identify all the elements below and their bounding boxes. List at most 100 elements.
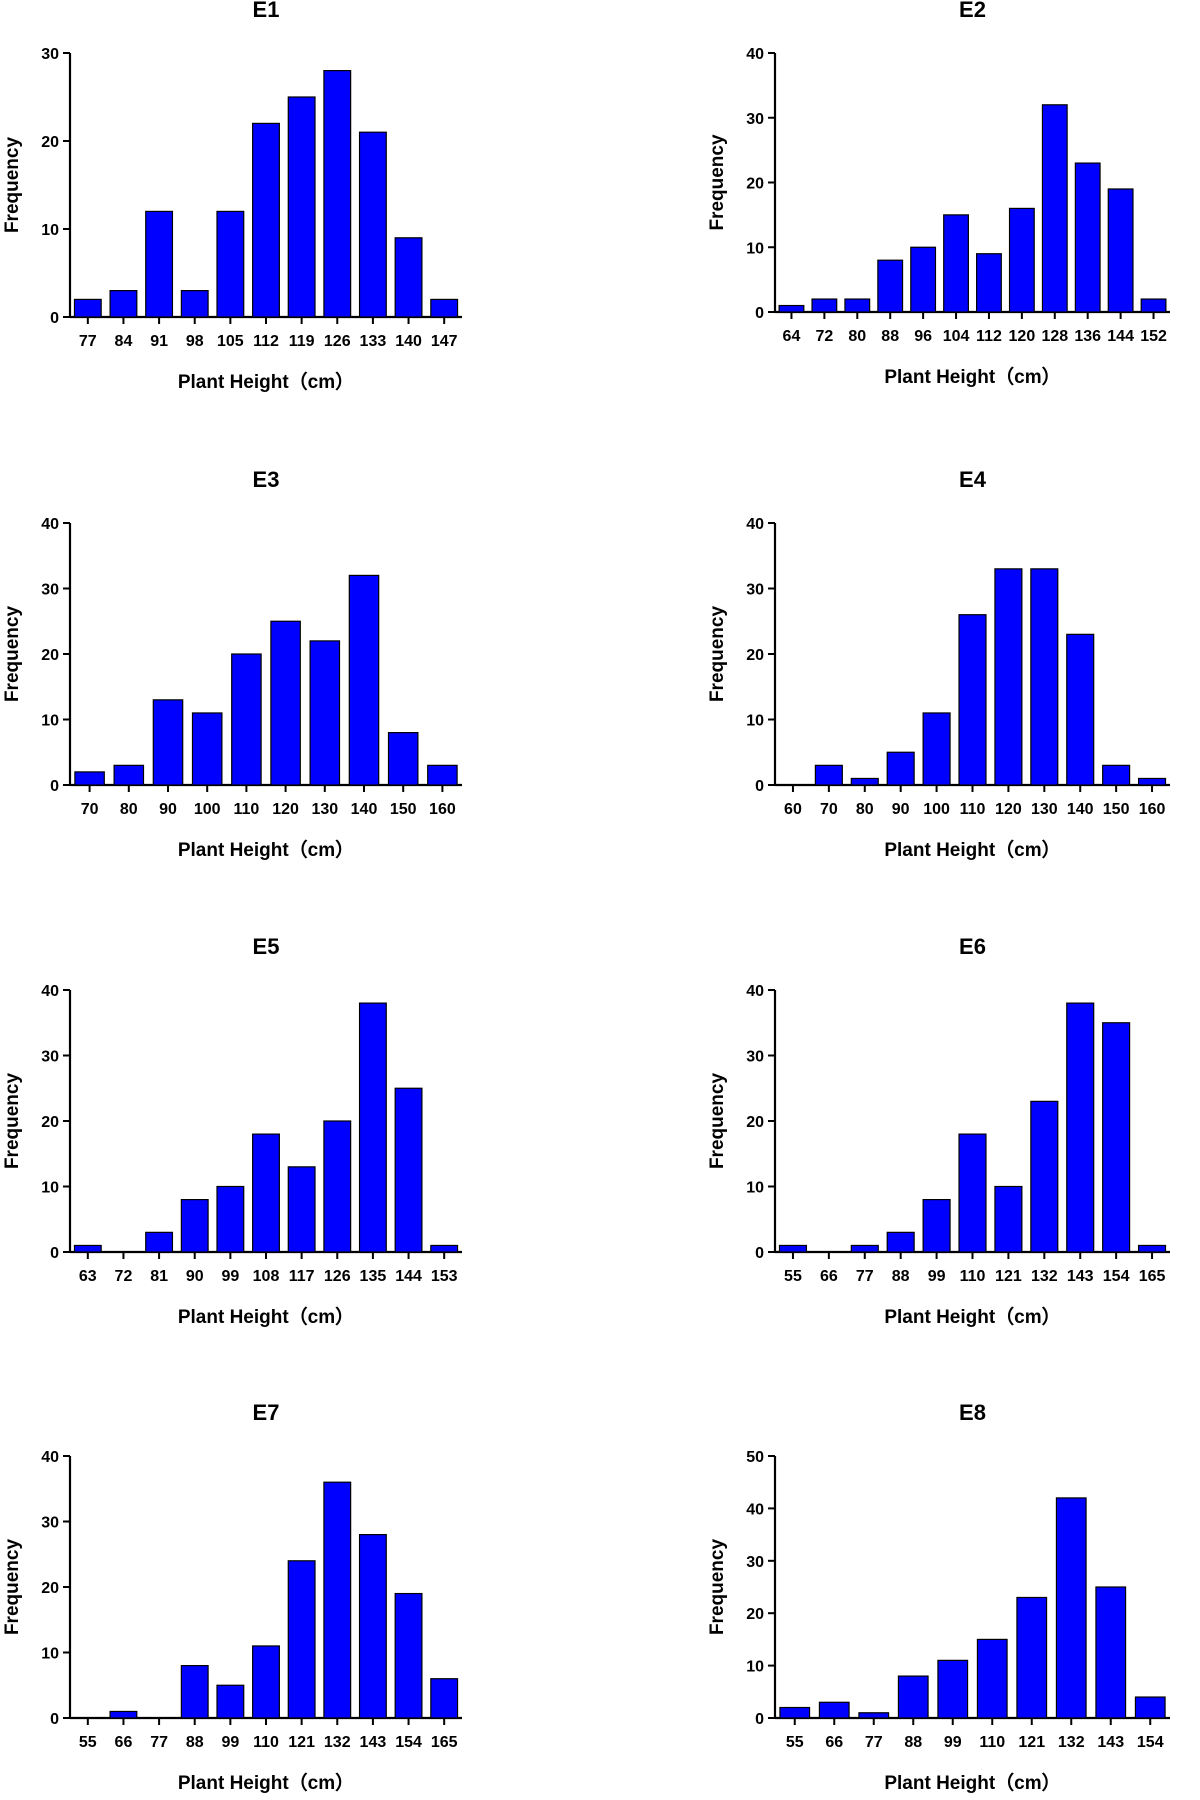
chart-title: E2 xyxy=(959,0,986,22)
bar-99 xyxy=(922,1198,951,1253)
bar-105 xyxy=(216,210,245,318)
y-axis-label: Frequency xyxy=(2,606,23,703)
x-tick-label: 165 xyxy=(1139,1268,1166,1285)
chart-panel-e8: E8 0 10 20 30 40 50 55 66 77 88 99 110 121 132 143 154 Pl… xyxy=(707,1400,1170,1794)
bar-150 xyxy=(1102,764,1131,786)
bar-120 xyxy=(270,620,301,786)
bar-121 xyxy=(994,1185,1023,1253)
x-tick-label: 143 xyxy=(1067,1268,1094,1285)
x-tick-label: 140 xyxy=(395,333,422,350)
x-tick-label: 81 xyxy=(150,1268,168,1285)
bar-99 xyxy=(216,1185,245,1253)
x-tick-label: 66 xyxy=(825,1734,843,1751)
bar-90 xyxy=(886,751,915,786)
x-tick-label: 55 xyxy=(784,1268,802,1285)
bar-64 xyxy=(778,304,805,313)
y-axis-label: Frequency xyxy=(2,137,23,234)
y-axis-label: Frequency xyxy=(2,1539,23,1636)
y-tick-label: 40 xyxy=(746,1501,764,1518)
bar-90 xyxy=(180,1198,209,1253)
y-axis-label: Frequency xyxy=(707,134,728,231)
x-tick-label: 84 xyxy=(115,333,133,350)
bar-126 xyxy=(323,69,352,318)
x-tick-label: 126 xyxy=(324,333,351,350)
x-tick-label: 100 xyxy=(923,801,950,818)
bar-143 xyxy=(1066,1002,1095,1253)
y-tick-label: 20 xyxy=(746,647,764,664)
bar-120 xyxy=(994,568,1023,786)
x-axis-label: Plant Height（cm） xyxy=(884,1305,1060,1328)
x-tick-label: 132 xyxy=(324,1734,351,1751)
y-axis-label: Frequency xyxy=(707,606,728,703)
bar-70 xyxy=(814,764,843,786)
y-tick-label: 10 xyxy=(746,713,764,730)
x-tick-label: 110 xyxy=(233,801,259,818)
chart-panel-e7: E7 0 10 20 30 40 55 66 77 88 99 110 121 132 143 154 165 P… xyxy=(2,1400,462,1794)
bar-88 xyxy=(877,259,904,313)
x-tick-label: 165 xyxy=(431,1734,458,1751)
bar-117 xyxy=(287,1166,316,1253)
x-axis-label: Plant Height（cm） xyxy=(884,1771,1060,1794)
x-tick-label: 135 xyxy=(360,1268,387,1285)
y-tick-label: 20 xyxy=(746,1606,764,1623)
bar-154 xyxy=(1102,1022,1131,1253)
bar-66 xyxy=(109,1710,138,1719)
x-tick-label: 112 xyxy=(253,333,279,350)
x-axis-label: Plant Height（cm） xyxy=(178,1771,354,1794)
y-tick-label: 30 xyxy=(41,46,59,63)
x-tick-label: 143 xyxy=(360,1734,387,1751)
x-tick-label: 55 xyxy=(786,1734,804,1751)
x-tick-label: 128 xyxy=(1041,328,1068,345)
chart-title: E3 xyxy=(253,467,280,492)
bar-147 xyxy=(430,298,459,318)
x-tick-label: 72 xyxy=(115,1268,133,1285)
x-tick-label: 110 xyxy=(253,1734,279,1751)
y-tick-label: 30 xyxy=(41,582,59,599)
x-tick-label: 98 xyxy=(186,333,204,350)
chart-title: E6 xyxy=(959,934,986,959)
bar-104 xyxy=(943,214,969,313)
x-tick-label: 147 xyxy=(431,333,458,350)
bar-110 xyxy=(252,1645,280,1719)
bar-70 xyxy=(74,771,105,786)
x-tick-label: 77 xyxy=(150,1734,168,1751)
bar-98 xyxy=(180,290,209,318)
y-tick-label: 30 xyxy=(41,1515,59,1532)
y-tick-label: 0 xyxy=(50,1245,59,1262)
x-axis-label: Plant Height（cm） xyxy=(884,838,1060,861)
chart-title: E4 xyxy=(959,467,987,492)
bar-100 xyxy=(922,712,951,786)
x-tick-label: 160 xyxy=(1139,801,1166,818)
x-tick-label: 110 xyxy=(960,801,986,818)
x-tick-label: 70 xyxy=(820,801,838,818)
y-tick-label: 20 xyxy=(746,1114,764,1131)
x-tick-label: 132 xyxy=(1031,1268,1058,1285)
y-tick-label: 10 xyxy=(746,1659,764,1676)
y-tick-label: 50 xyxy=(746,1449,764,1466)
y-tick-label: 30 xyxy=(746,582,764,599)
x-tick-label: 104 xyxy=(943,328,970,345)
x-tick-label: 80 xyxy=(120,801,138,818)
bar-88 xyxy=(886,1231,915,1253)
x-tick-label: 66 xyxy=(115,1734,133,1751)
x-tick-label: 90 xyxy=(186,1268,204,1285)
bar-88 xyxy=(897,1675,929,1719)
bar-130 xyxy=(309,640,341,786)
bar-140 xyxy=(1066,633,1095,786)
bar-153 xyxy=(430,1244,459,1253)
y-axis-label: Frequency xyxy=(707,1539,728,1636)
x-tick-label: 144 xyxy=(395,1268,422,1285)
y-tick-label: 30 xyxy=(41,1049,59,1066)
x-tick-label: 150 xyxy=(1103,801,1130,818)
bar-165 xyxy=(1137,1244,1167,1253)
bar-144 xyxy=(1107,188,1134,313)
bar-132 xyxy=(1055,1497,1087,1719)
x-tick-label: 110 xyxy=(979,1734,1005,1751)
y-tick-label: 30 xyxy=(746,111,764,128)
bar-119 xyxy=(287,96,316,318)
x-tick-label: 80 xyxy=(848,328,866,345)
x-tick-label: 152 xyxy=(1140,328,1167,345)
y-tick-label: 10 xyxy=(746,240,764,257)
y-tick-label: 0 xyxy=(50,1711,59,1728)
